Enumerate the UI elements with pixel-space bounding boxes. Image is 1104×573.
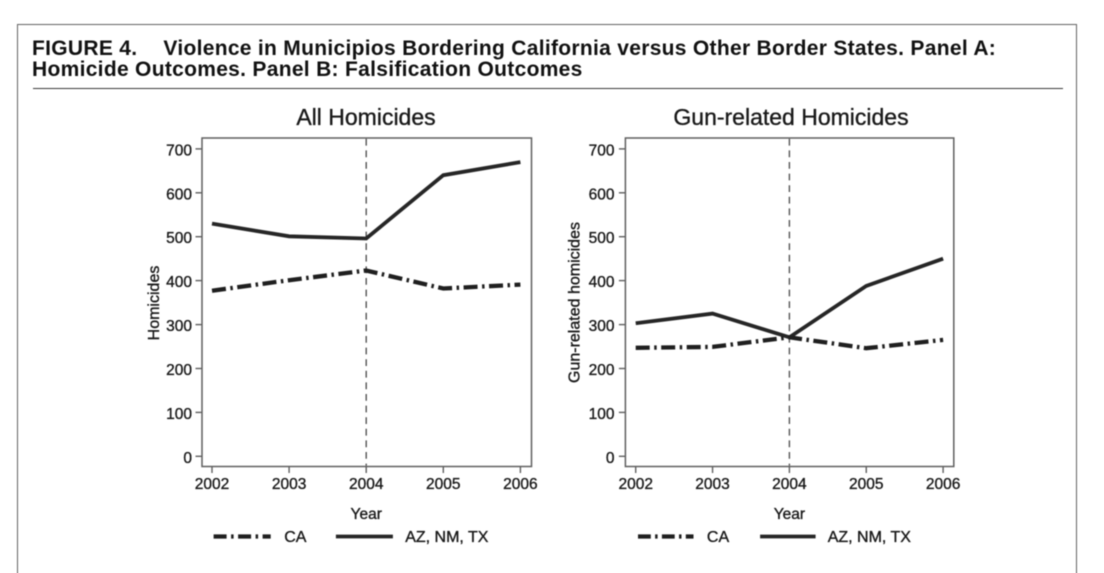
svg-text:All Homicides: All Homicides (296, 104, 435, 130)
svg-text:100: 100 (166, 406, 192, 423)
svg-text:2003: 2003 (695, 476, 729, 493)
svg-text:2003: 2003 (272, 476, 306, 493)
svg-text:500: 500 (589, 230, 615, 247)
svg-text:200: 200 (166, 362, 192, 379)
svg-text:2005: 2005 (426, 476, 460, 493)
svg-text:2004: 2004 (349, 476, 384, 493)
svg-text:200: 200 (589, 362, 615, 379)
svg-text:700: 700 (166, 142, 192, 159)
svg-text:Year: Year (774, 506, 805, 523)
svg-text:2002: 2002 (618, 476, 652, 493)
svg-text:600: 600 (166, 186, 192, 203)
svg-text:0: 0 (606, 450, 615, 467)
svg-text:CA: CA (707, 529, 730, 546)
svg-text:600: 600 (589, 186, 615, 203)
svg-text:700: 700 (589, 142, 615, 159)
svg-text:2005: 2005 (849, 476, 883, 493)
svg-text:2006: 2006 (503, 476, 537, 493)
svg-text:500: 500 (166, 230, 192, 247)
svg-text:AZ, NM, TX: AZ, NM, TX (828, 529, 912, 546)
svg-text:Gun-related Homicides: Gun-related Homicides (673, 104, 908, 130)
svg-text:Homicides: Homicides (146, 266, 163, 341)
svg-text:2004: 2004 (772, 476, 807, 493)
svg-text:AZ, NM, TX: AZ, NM, TX (405, 529, 489, 546)
svg-text:300: 300 (166, 318, 192, 335)
svg-text:Year: Year (351, 506, 382, 523)
svg-text:2002: 2002 (195, 476, 229, 493)
svg-text:0: 0 (183, 450, 192, 467)
svg-text:CA: CA (284, 529, 307, 546)
svg-text:2006: 2006 (926, 476, 960, 493)
svg-text:300: 300 (589, 318, 615, 335)
svg-text:400: 400 (589, 274, 615, 291)
svg-text:Gun-related homicides: Gun-related homicides (567, 222, 584, 383)
svg-text:400: 400 (166, 274, 192, 291)
svg-text:100: 100 (589, 406, 615, 423)
